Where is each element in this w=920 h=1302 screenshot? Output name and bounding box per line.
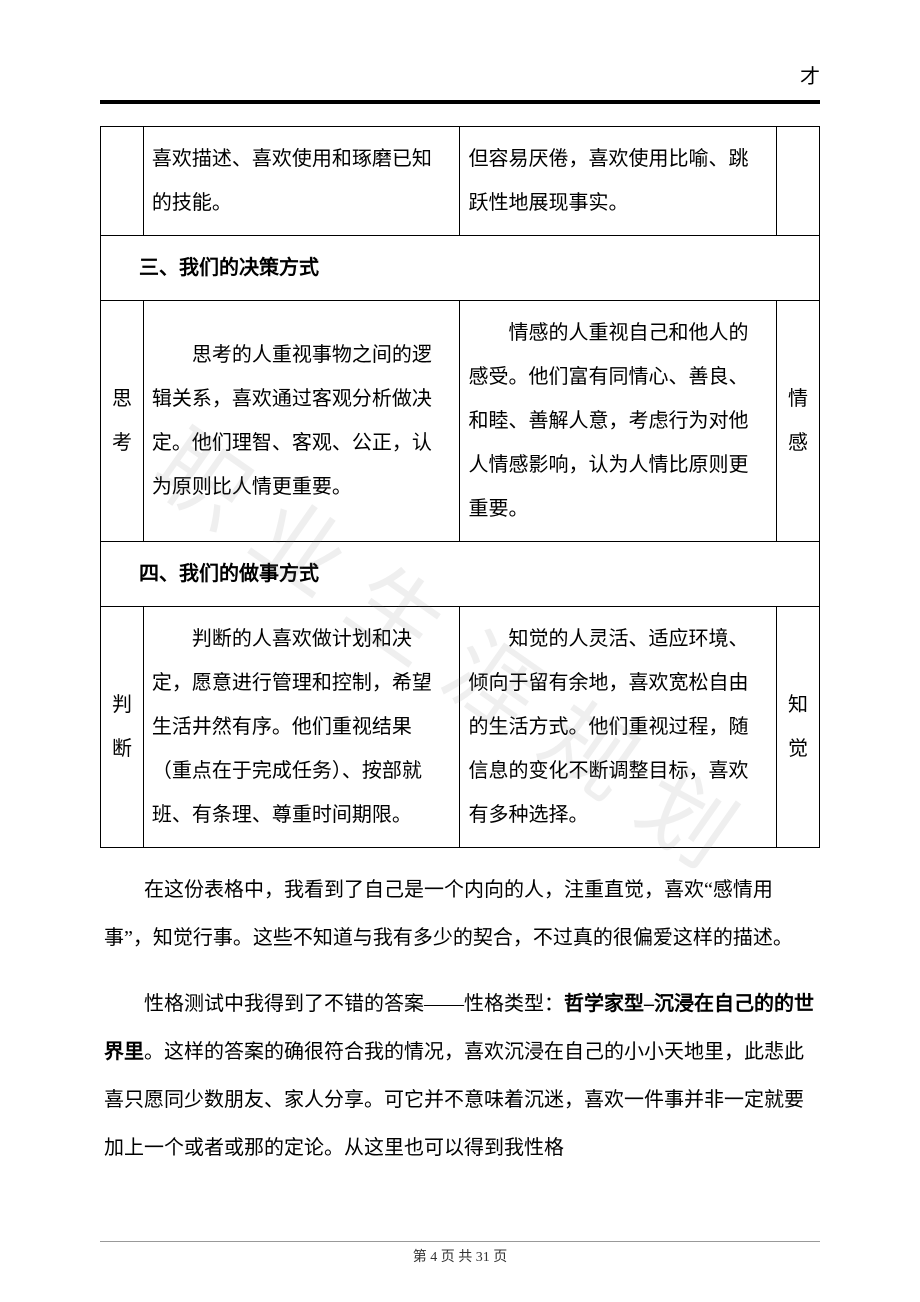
row-right-text: 知觉的人灵活、适应环境、倾向于留有余地，喜欢宽松自由的生活方式。他们重视过程，随… [460,607,777,848]
section-title: 四、我们的做事方式 [101,542,820,607]
header-mark: 才 [800,60,820,89]
row-left-text: 喜欢描述、喜欢使用和琢磨已知的技能。 [143,127,460,236]
section-heading-row: 四、我们的做事方式 [101,542,820,607]
page-footer: 第 4 页 共 31 页 [100,1241,820,1266]
row-right-label [777,127,820,236]
footer-total: 31 [476,1250,490,1265]
cell-text: 情感的人重视自己和他人的感受。他们富有同情心、善良、和睦、善解人意，考虑行为对他… [468,311,768,531]
row-left-label [101,127,144,236]
table-row: 判断 判断的人喜欢做计划和决定，愿意进行管理和控制，希望生活井然有序。他们重视结… [101,607,820,848]
row-right-text: 情感的人重视自己和他人的感受。他们富有同情心、善良、和睦、善解人意，考虑行为对他… [460,301,777,542]
footer-mid: 页 共 [437,1250,476,1265]
table-row: 喜欢描述、喜欢使用和琢磨已知的技能。 但容易厌倦，喜欢使用比喻、跳跃性地展现事实… [101,127,820,236]
row-right-text: 但容易厌倦，喜欢使用比喻、跳跃性地展现事实。 [460,127,777,236]
paragraph-1: 在这份表格中，我看到了自己是一个内向的人，注重直觉，喜欢“感情用事”，知觉行事。… [100,866,820,962]
cell-text: 思考的人重视事物之间的逻辑关系，喜欢通过客观分析做决定。他们理智、客观、公正，认… [152,333,452,509]
para2-prefix: 性格测试中我得到了不错的答案——性格类型： [144,993,564,1015]
row-left-label: 思考 [101,301,144,542]
section-heading-row: 三、我们的决策方式 [101,236,820,301]
cell-text: 判断的人喜欢做计划和决定，愿意进行管理和控制，希望生活井然有序。他们重视结果（重… [152,617,452,837]
row-left-text: 思考的人重视事物之间的逻辑关系，喜欢通过客观分析做决定。他们理智、客观、公正，认… [143,301,460,542]
top-rule [100,100,820,104]
footer-prefix: 第 [413,1250,431,1265]
row-right-label: 知觉 [777,607,820,848]
row-left-label: 判断 [101,607,144,848]
section-title: 三、我们的决策方式 [101,236,820,301]
paragraph-2: 性格测试中我得到了不错的答案——性格类型：哲学家型–沉浸在自己的的世界里。这样的… [100,980,820,1172]
content-table: 喜欢描述、喜欢使用和琢磨已知的技能。 但容易厌倦，喜欢使用比喻、跳跃性地展现事实… [100,126,820,848]
para2-suffix: 。这样的答案的确很符合我的情况，喜欢沉浸在自己的小小天地里，此悲此喜只愿同少数朋… [104,1041,804,1159]
row-left-text: 判断的人喜欢做计划和决定，愿意进行管理和控制，希望生活井然有序。他们重视结果（重… [143,607,460,848]
table-row: 思考 思考的人重视事物之间的逻辑关系，喜欢通过客观分析做决定。他们理智、客观、公… [101,301,820,542]
cell-text: 知觉的人灵活、适应环境、倾向于留有余地，喜欢宽松自由的生活方式。他们重视过程，随… [468,617,768,837]
footer-suffix: 页 [490,1250,508,1265]
document-page: 才 职业生涯规划 喜欢描述、喜欢使用和琢磨已知的技能。 但容易厌倦，喜欢使用比喻… [0,0,920,1302]
row-right-label: 情感 [777,301,820,542]
